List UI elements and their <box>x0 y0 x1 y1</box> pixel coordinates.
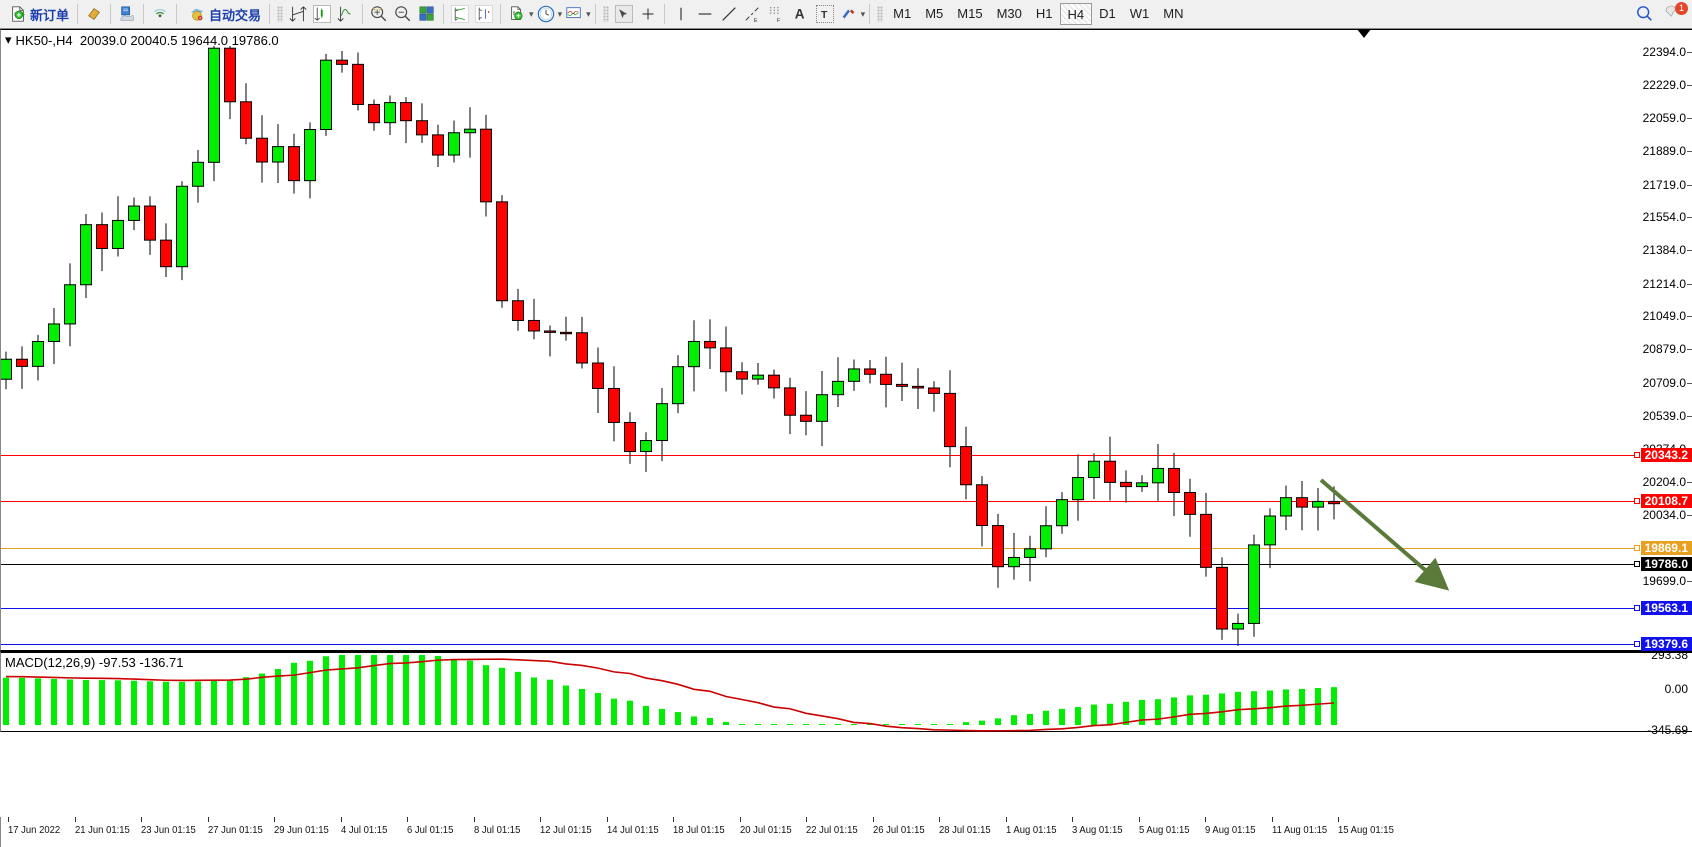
svg-text:F: F <box>777 18 781 23</box>
svg-text:T: T <box>821 10 828 21</box>
svg-text:A: A <box>794 7 804 22</box>
svg-text:E: E <box>754 18 758 23</box>
